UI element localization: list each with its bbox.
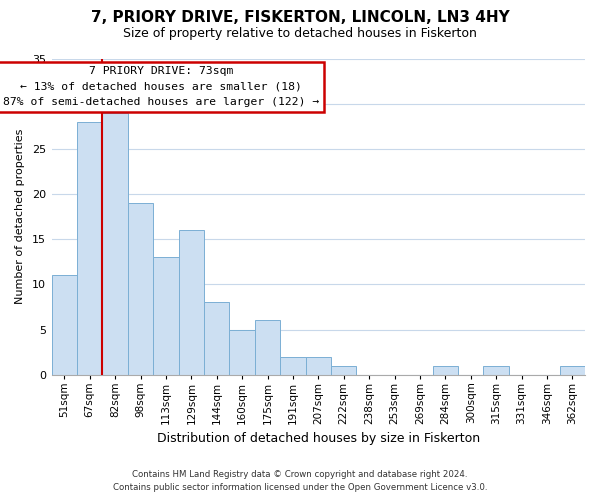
Text: Contains HM Land Registry data © Crown copyright and database right 2024.
Contai: Contains HM Land Registry data © Crown c…: [113, 470, 487, 492]
Bar: [484, 366, 509, 374]
Bar: [153, 258, 179, 374]
Text: 7 PRIORY DRIVE: 73sqm
← 13% of detached houses are smaller (18)
87% of semi-deta: 7 PRIORY DRIVE: 73sqm ← 13% of detached …: [3, 66, 319, 108]
Text: Size of property relative to detached houses in Fiskerton: Size of property relative to detached ho…: [123, 28, 477, 40]
Bar: [255, 320, 280, 374]
Bar: [280, 356, 305, 374]
Bar: [229, 330, 255, 374]
Bar: [560, 366, 585, 374]
Bar: [77, 122, 103, 374]
Bar: [433, 366, 458, 374]
Bar: [179, 230, 204, 374]
Bar: [103, 113, 128, 374]
Bar: [52, 276, 77, 374]
Bar: [331, 366, 356, 374]
X-axis label: Distribution of detached houses by size in Fiskerton: Distribution of detached houses by size …: [157, 432, 480, 445]
Y-axis label: Number of detached properties: Number of detached properties: [15, 129, 25, 304]
Bar: [128, 204, 153, 374]
Bar: [204, 302, 229, 374]
Bar: [305, 356, 331, 374]
Text: 7, PRIORY DRIVE, FISKERTON, LINCOLN, LN3 4HY: 7, PRIORY DRIVE, FISKERTON, LINCOLN, LN3…: [91, 10, 509, 25]
